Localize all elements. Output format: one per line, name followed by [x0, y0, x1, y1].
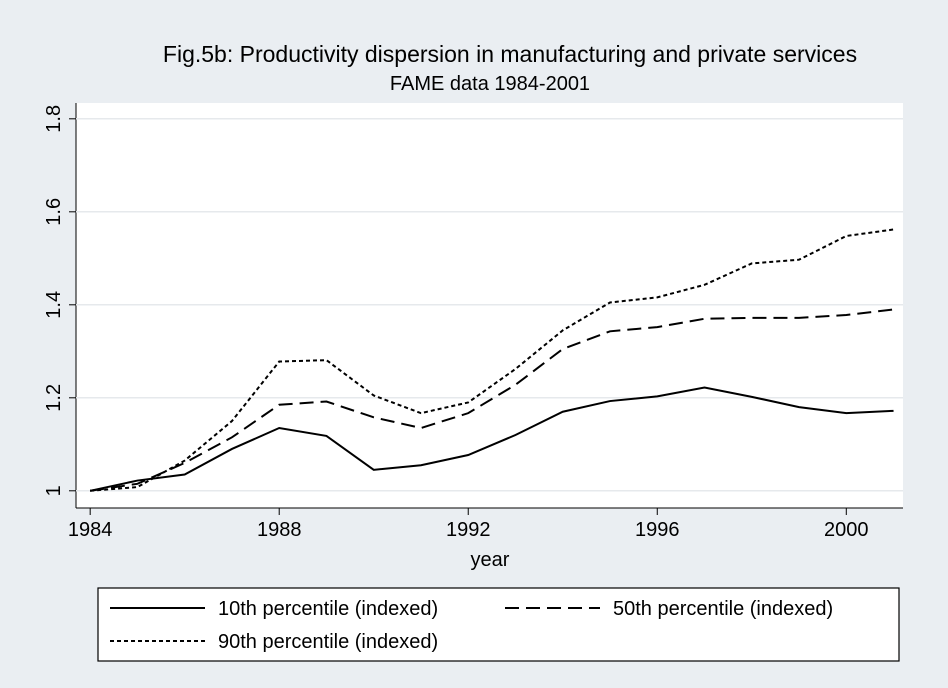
chart-subtitle: FAME data 1984-2001 — [390, 73, 590, 95]
x-tick-label: 1996 — [635, 519, 680, 541]
x-tick-label: 1984 — [68, 519, 113, 541]
y-tick-label: 1.2 — [43, 384, 65, 412]
y-tick-label: 1 — [43, 485, 65, 496]
legend-label: 90th percentile (indexed) — [218, 631, 438, 653]
line-series — [90, 308, 894, 492]
x-axis-label: year — [471, 549, 510, 571]
y-tick-label: 1.8 — [43, 105, 65, 133]
x-tick-label: 1988 — [257, 519, 302, 541]
legend-label: 10th percentile (indexed) — [218, 598, 438, 620]
x-tick-label: 1992 — [446, 519, 491, 541]
legend — [97, 587, 900, 662]
line-series — [89, 386, 894, 492]
y-tick-label: 1.4 — [43, 291, 65, 319]
chart-title: Fig.5b: Productivity dispersion in manuf… — [163, 41, 857, 67]
legend-label: 50th percentile (indexed) — [613, 598, 833, 620]
x-tick-label: 2000 — [824, 519, 869, 541]
y-tick-label: 1.6 — [43, 198, 65, 226]
